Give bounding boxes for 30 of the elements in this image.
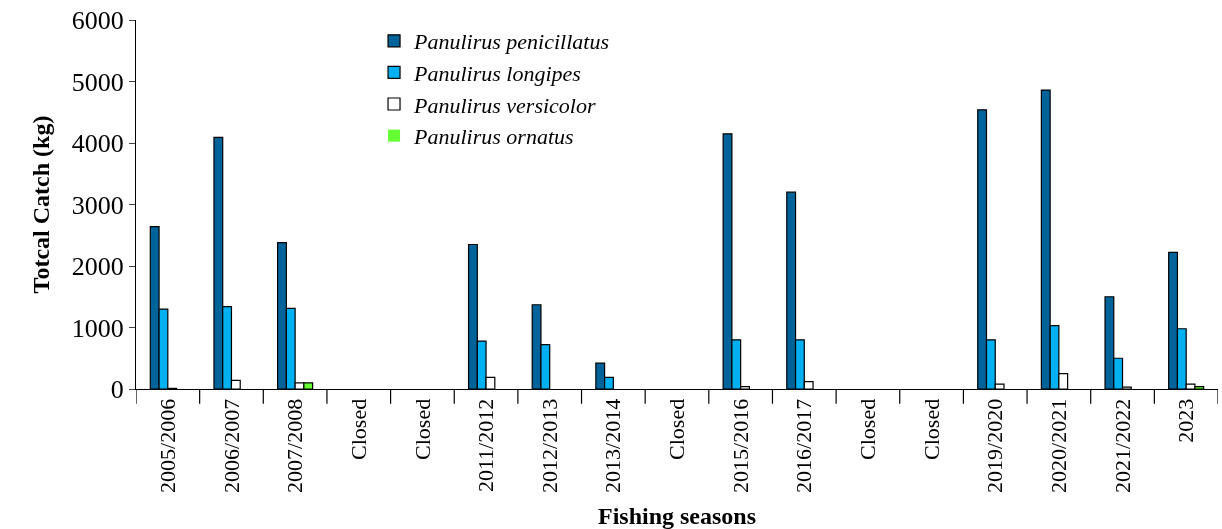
y-tick-label: 1000 [71, 313, 124, 343]
x-tick-label: 2023 [1173, 398, 1199, 443]
y-tick-label: 0 [110, 375, 124, 405]
y-tick-label: 4000 [71, 129, 124, 159]
x-tick-label: 2007/2008 [282, 398, 308, 493]
x-tick-label: 2015/2016 [727, 398, 753, 493]
x-tick-label: 2019/2020 [982, 398, 1008, 493]
x-axis-title: Fishing seasons [597, 503, 757, 529]
x-tick-label: 2005/2006 [154, 398, 180, 493]
legend-label: Panulirus longipes [413, 60, 581, 86]
y-tick-label: 6000 [71, 6, 124, 36]
y-axis-title: Totcal Catch (kg) [27, 115, 54, 294]
legend-label: Panulirus ornatus [413, 124, 574, 150]
x-tick-label: 2021/2022 [1109, 398, 1135, 493]
x-tick-label: 2006/2007 [218, 398, 244, 493]
x-tick-label: 2013/2014 [600, 398, 626, 493]
x-tick-label: 2011/2012 [473, 398, 499, 493]
y-tick-label: 2000 [71, 252, 124, 282]
x-tick-label: 2020/2021 [1046, 398, 1072, 493]
y-tick-label: 3000 [71, 190, 124, 220]
legend-label: Panulirus versicolor [413, 92, 596, 118]
x-tick-label: Closed [409, 398, 435, 460]
x-tick-label: 2012/2013 [536, 398, 562, 493]
x-tick-label: Closed [918, 398, 944, 460]
y-tick-label: 5000 [71, 67, 124, 97]
legend-label: Panulirus penicillatus [413, 29, 609, 55]
x-tick-label: Closed [664, 398, 690, 460]
x-tick-label: Closed [855, 398, 881, 460]
x-tick-label: Closed [345, 398, 371, 460]
x-tick-label: 2016/2017 [791, 398, 817, 493]
